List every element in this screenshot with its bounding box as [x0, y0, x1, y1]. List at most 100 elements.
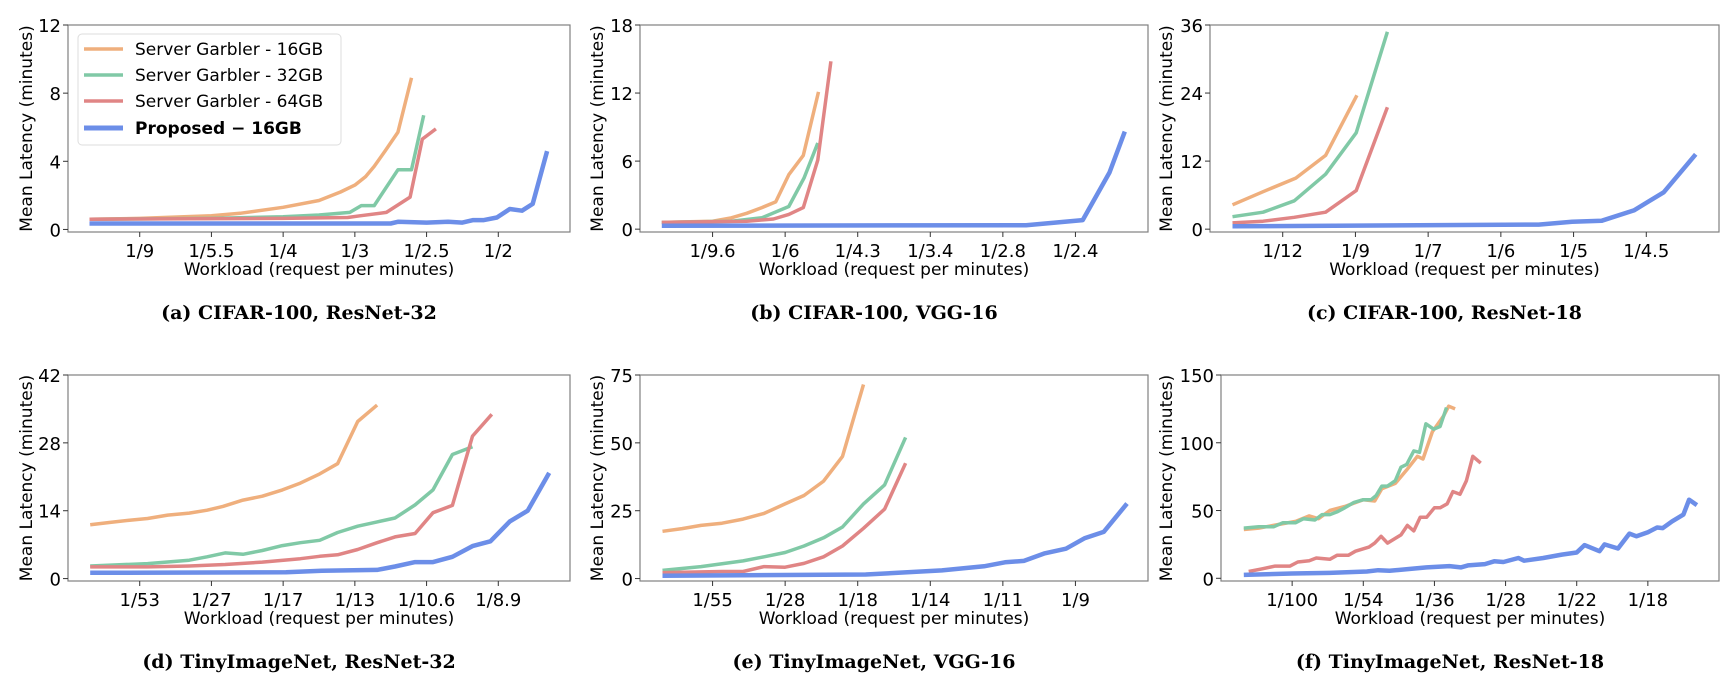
- series-line-sg64: [89, 127, 437, 221]
- series-line-proposed16: [1232, 152, 1698, 229]
- x-tick-label: 1/5.5: [188, 241, 234, 262]
- x-axis-label: Workload (request per minutes): [759, 260, 1030, 280]
- y-tick-label: 8: [50, 84, 61, 105]
- legend-label: Server Garbler - 64GB: [135, 92, 323, 112]
- series-line-sg64: [1248, 454, 1482, 574]
- x-tick-label: 1/9: [1061, 590, 1090, 611]
- y-axis-label: Mean Latency (minutes): [1157, 25, 1177, 231]
- series-line-proposed16: [90, 471, 552, 576]
- series-line-sg32: [1243, 406, 1449, 530]
- y-tick-label: 75: [610, 366, 633, 387]
- series-line-sg64: [661, 61, 833, 225]
- x-tick-label: 1/2.8: [980, 241, 1026, 262]
- x-tick-label: 1/8.9: [475, 590, 521, 611]
- y-tick-label: 12: [38, 16, 61, 37]
- y-tick-label: 50: [610, 434, 633, 455]
- series-line-sg16: [1243, 404, 1456, 532]
- x-axis-label: Workload (request per minutes): [1329, 260, 1600, 280]
- series-line-sg64: [662, 462, 908, 575]
- y-tick-label: 14: [38, 502, 61, 523]
- x-tick-label: 1/18: [838, 590, 878, 611]
- x-tick-label: 1/3.4: [907, 241, 953, 262]
- series-line-proposed16: [661, 130, 1127, 229]
- series-line-sg64: [1232, 106, 1390, 225]
- y-tick-label: 100: [1180, 434, 1214, 455]
- series-line-sg16: [1231, 94, 1359, 207]
- x-tick-label: 1/2: [484, 241, 513, 262]
- y-axis-label: Mean Latency (minutes): [17, 25, 37, 231]
- series-line-proposed16: [89, 150, 550, 226]
- series-line-proposed16: [662, 502, 1129, 579]
- x-tick-label: 1/54: [1343, 590, 1383, 611]
- x-tick-label: 1/2.5: [403, 241, 449, 262]
- x-tick-label: 1/17: [263, 590, 303, 611]
- legend-label: Proposed − 16GB: [135, 119, 302, 139]
- x-tick-label: 1/14: [910, 590, 950, 611]
- y-tick-label: 0: [622, 220, 633, 241]
- y-axis-label: Mean Latency (minutes): [588, 375, 608, 581]
- y-tick-label: 6: [622, 152, 633, 173]
- y-axis-label: Mean Latency (minutes): [17, 375, 37, 581]
- x-tick-label: 1/7: [1414, 241, 1443, 262]
- y-tick-label: 12: [610, 84, 633, 105]
- x-tick-label: 1/12: [1263, 241, 1303, 262]
- subplot-caption: (e) TinyImageNet, VGG-16: [733, 651, 1016, 673]
- plot-frame: [67, 374, 571, 582]
- y-tick-label: 18: [610, 16, 633, 37]
- x-tick-label: 1/11: [983, 590, 1023, 611]
- subplot-caption: (a) CIFAR-100, ResNet-32: [161, 302, 437, 324]
- x-axis-label: Workload (request per minutes): [1335, 609, 1606, 629]
- subplot-a: 1/9 1/5.5 1/4 1/3 1/2.5 1/2 0 4 8 12 Workload (req…: [17, 16, 571, 324]
- series-line-sg32: [662, 436, 908, 573]
- series-line-proposed16: [1243, 497, 1699, 578]
- subplot-caption: (d) TinyImageNet, ResNet-32: [142, 651, 455, 673]
- x-tick-label: 1/4: [269, 241, 298, 262]
- x-tick-label: 1/2.4: [1052, 241, 1098, 262]
- series-line-sg16: [662, 384, 866, 534]
- x-tick-label: 1/5: [1559, 241, 1588, 262]
- x-tick-label: 1/6: [1486, 241, 1515, 262]
- series-line-sg64: [90, 413, 494, 569]
- x-axis-label: Workload (request per minutes): [184, 609, 455, 629]
- series-line-sg16: [89, 403, 379, 527]
- legend-label: Server Garbler - 32GB: [135, 66, 323, 86]
- subplot-f: 1/100 1/54 1/36 1/28 1/22 1/18 0 50 100 150 Worklo…: [1157, 366, 1720, 673]
- y-tick-label: 12: [1180, 152, 1203, 173]
- y-tick-label: 36: [1180, 16, 1203, 37]
- subplot-caption: (c) CIFAR-100, ResNet-18: [1307, 302, 1582, 324]
- x-tick-label: 1/9: [125, 241, 154, 262]
- y-tick-label: 50: [1191, 502, 1214, 523]
- y-tick-label: 4: [50, 152, 61, 173]
- y-tick-label: 42: [38, 366, 61, 387]
- x-tick-label: 1/18: [1628, 590, 1668, 611]
- y-tick-label: 25: [610, 502, 633, 523]
- plot-frame: [639, 374, 1149, 582]
- x-tick-label: 1/6: [771, 241, 800, 262]
- y-axis-label: Mean Latency (minutes): [588, 25, 608, 231]
- legend-label: Server Garbler - 16GB: [135, 40, 323, 60]
- y-axis-label: Mean Latency (minutes): [1157, 375, 1177, 581]
- legend-box: [77, 33, 342, 146]
- series-line-sg16: [89, 77, 414, 221]
- y-tick-label: 0: [50, 570, 61, 591]
- subplot-b: 1/9.6 1/6 1/4.3 1/3.4 1/2.8 1/2.4 0 6 12 18 Worklo…: [588, 16, 1149, 324]
- plot-frame: [67, 24, 571, 233]
- series-line-sg32: [1232, 31, 1390, 219]
- y-tick-label: 28: [38, 434, 61, 455]
- x-tick-label: 1/53: [120, 590, 160, 611]
- subplot-caption: (b) CIFAR-100, VGG-16: [750, 302, 997, 324]
- y-tick-label: 0: [50, 220, 61, 241]
- subplot-e: 1/55 1/28 1/18 1/14 1/11 1/9 0 25 50 75 Workload (…: [588, 366, 1149, 673]
- x-tick-label: 1/100: [1266, 590, 1318, 611]
- x-tick-label: 1/55: [692, 590, 732, 611]
- x-tick-label: 1/22: [1557, 590, 1597, 611]
- x-tick-label: 1/3: [340, 241, 369, 262]
- series-line-sg16: [661, 91, 821, 225]
- subplot-d: 1/53 1/27 1/17 1/13 1/10.6 1/8.9 0 14 28 42 Worklo…: [17, 366, 571, 673]
- x-tick-label: 1/9.6: [689, 241, 735, 262]
- x-tick-label: 1/4.5: [1623, 241, 1669, 262]
- x-tick-label: 1/36: [1414, 590, 1454, 611]
- y-tick-label: 0: [622, 570, 633, 591]
- x-tick-label: 1/28: [1485, 590, 1525, 611]
